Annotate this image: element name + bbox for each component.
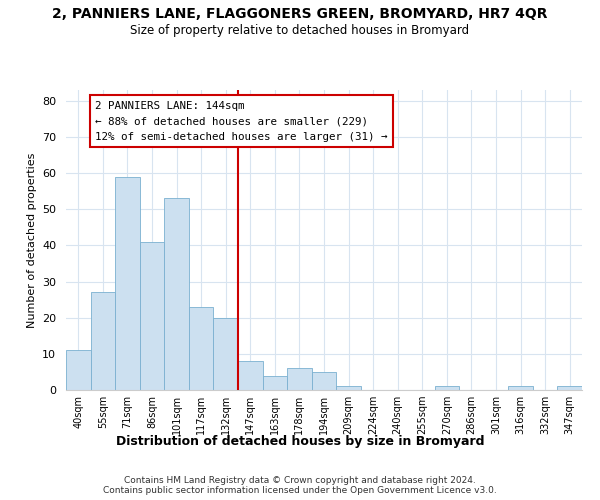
Bar [115, 176, 140, 390]
Bar [91, 292, 115, 390]
Bar [238, 361, 263, 390]
Text: Contains public sector information licensed under the Open Government Licence v3: Contains public sector information licen… [103, 486, 497, 495]
Bar [263, 376, 287, 390]
Text: 2, PANNIERS LANE, FLAGGONERS GREEN, BROMYARD, HR7 4QR: 2, PANNIERS LANE, FLAGGONERS GREEN, BROM… [52, 8, 548, 22]
Bar [140, 242, 164, 390]
Bar [557, 386, 582, 390]
Bar [214, 318, 238, 390]
Text: Distribution of detached houses by size in Bromyard: Distribution of detached houses by size … [116, 435, 484, 448]
Y-axis label: Number of detached properties: Number of detached properties [26, 152, 37, 328]
Text: Contains HM Land Registry data © Crown copyright and database right 2024.: Contains HM Land Registry data © Crown c… [124, 476, 476, 485]
Bar [287, 368, 312, 390]
Bar [66, 350, 91, 390]
Bar [508, 386, 533, 390]
Bar [189, 307, 214, 390]
Text: Size of property relative to detached houses in Bromyard: Size of property relative to detached ho… [130, 24, 470, 37]
Bar [312, 372, 336, 390]
Bar [434, 386, 459, 390]
Bar [336, 386, 361, 390]
Text: 2 PANNIERS LANE: 144sqm
← 88% of detached houses are smaller (229)
12% of semi-d: 2 PANNIERS LANE: 144sqm ← 88% of detache… [95, 101, 388, 142]
Bar [164, 198, 189, 390]
